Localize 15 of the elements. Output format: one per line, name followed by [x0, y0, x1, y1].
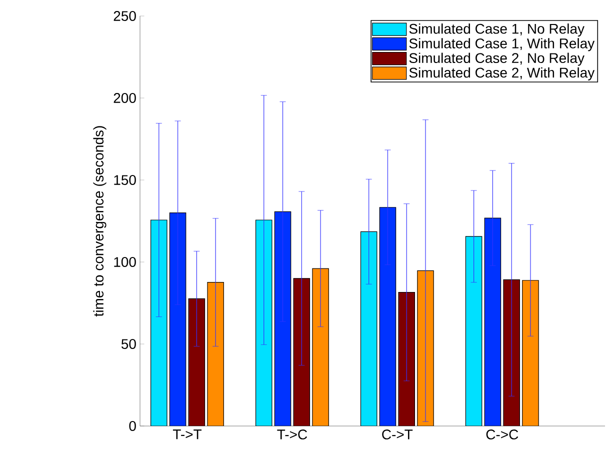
y-tick-label: 150 — [114, 175, 136, 185]
x-tick-label: T->C — [277, 430, 308, 440]
y-tick-label: 0 — [129, 421, 136, 431]
y-axis-title: time to convergence (seconds) — [93, 126, 106, 316]
legend-label: Simulated Case 1, No Relay — [409, 23, 584, 37]
x-tick-label: T->T — [172, 430, 202, 440]
y-tick-label: 50 — [121, 339, 136, 349]
legend-label: Simulated Case 1, With Relay — [409, 38, 595, 52]
legend-label: Simulated Case 2, No Relay — [409, 52, 584, 66]
y-tick-label: 100 — [114, 257, 136, 267]
y-tick-label: 250 — [114, 11, 136, 21]
x-tick-label: C->T — [382, 430, 413, 440]
y-tick-label: 200 — [114, 93, 136, 103]
x-tick-label: C->C — [486, 430, 518, 440]
legend-label: Simulated Case 2, With Relay — [409, 67, 595, 80]
